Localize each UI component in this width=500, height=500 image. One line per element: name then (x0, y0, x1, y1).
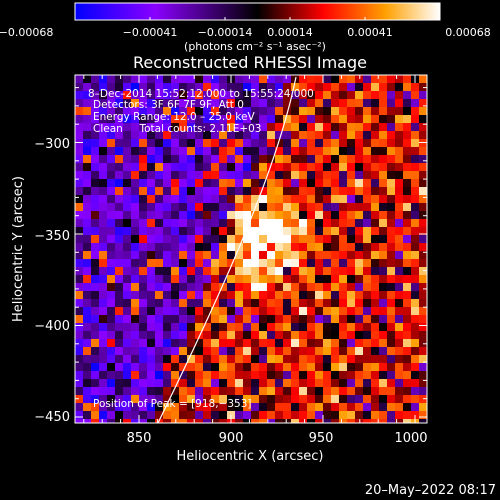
x-tick-label: 850 (127, 431, 152, 446)
colorbar-tick-label: 0.00068 (445, 26, 491, 39)
colorbar-tick-label: 0.00014 (267, 26, 313, 39)
info-block: 8–Dec–2014 15:52:12.000 to 15:55:24.000 … (88, 88, 314, 135)
info-time-range: 8–Dec–2014 15:52:12.000 to 15:55:24.000 (88, 88, 314, 100)
x-tick-label: 1000 (394, 431, 427, 446)
solar-limb (157, 76, 297, 423)
colorbar-tick-label: −0.00041 (123, 26, 178, 39)
x-axis-label: Heliocentric X (arcsec) (177, 449, 324, 464)
map-image (75, 75, 427, 423)
axis-ticks (75, 75, 427, 423)
colorbar-tick-label: −0.00014 (198, 26, 253, 39)
y-axis-label: Heliocentric Y (arcsec) (11, 176, 26, 322)
colorbar-ticks (74, 17, 441, 20)
colorbar-gradient (74, 2, 441, 21)
info-clean-counts: Clean Total counts: 2.11E+03 (93, 123, 262, 135)
colorbar: −0.00068 −0.00041 −0.00014 0.00014 0.000… (0, 2, 491, 53)
x-tick-label: 950 (309, 431, 334, 446)
y-tick-label: −300 (34, 137, 70, 152)
peak-position-label: Position of Peak = [918,−353] (93, 398, 252, 410)
plot-frame (74, 74, 428, 424)
y-tick-label: −400 (34, 319, 70, 334)
info-detectors: Detectors: 3F 6F 7F 9F, Att 0 (93, 99, 244, 111)
x-tick-label: 900 (219, 431, 244, 446)
info-energy-range: Energy Range: 12.0 – 25.0 keV (93, 111, 255, 123)
image-pixels (75, 75, 427, 423)
plot-title: Reconstructed RHESSI Image (133, 53, 367, 72)
y-tick-label: −450 (34, 410, 70, 425)
colorbar-unit-label: (photons cm⁻² s⁻¹ asec⁻²) (184, 40, 326, 53)
footer-date: 20–May–2022 08:17 (365, 483, 496, 498)
colorbar-tick-label: 0.00041 (347, 26, 393, 39)
y-tick-label: −350 (34, 229, 70, 244)
colorbar-tick-label: −0.00068 (0, 26, 53, 39)
